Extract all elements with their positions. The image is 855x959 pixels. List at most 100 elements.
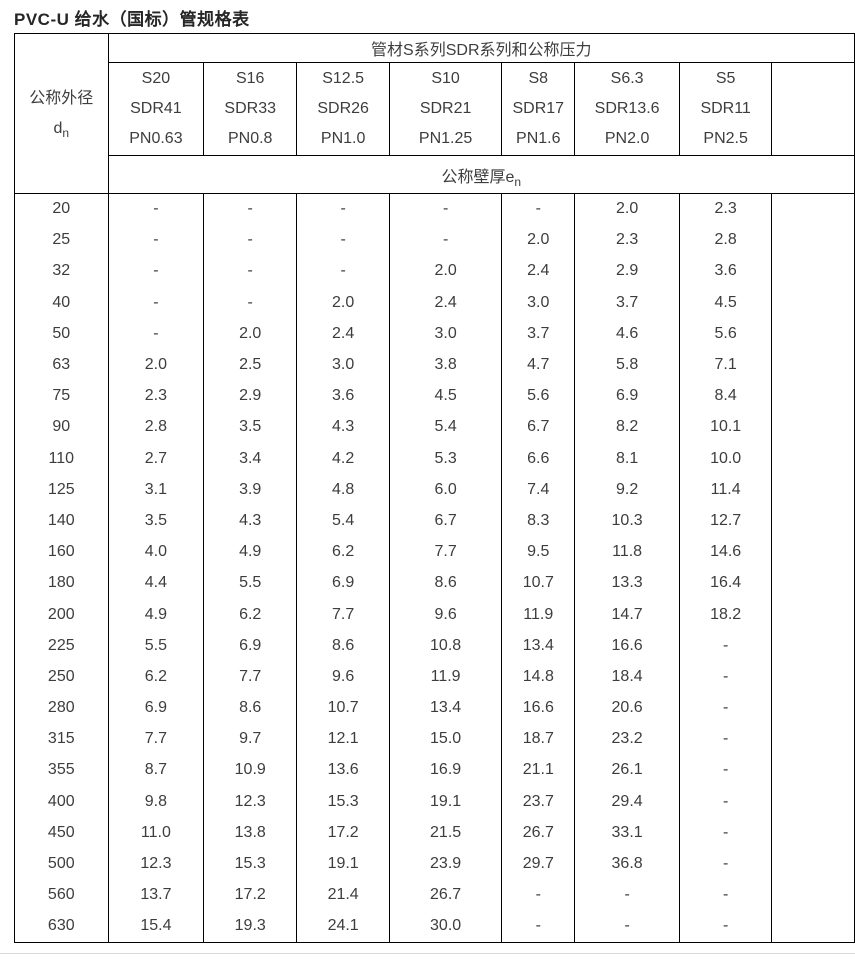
thickness-cell: -: [678, 910, 773, 942]
dn-cell: 25: [14, 224, 109, 256]
thickness-cell: 6.7: [389, 505, 503, 537]
table-row: 40- -2.0 2.4 3.0 3.7 4.5: [14, 287, 855, 319]
thickness-cell: -: [574, 879, 680, 911]
dn-cell: 250: [14, 661, 109, 693]
thickness-cell: 2.4: [296, 318, 391, 350]
thickness-cell: 10.3: [574, 505, 680, 537]
col-header-outer-diameter: 公称外径 dn: [14, 33, 109, 194]
dn-cell: 90: [14, 411, 109, 443]
table-row: 50-2.0 2.4 3.0 3.7 4.6 5.6: [14, 318, 855, 350]
thickness-cell: 10.7: [296, 692, 391, 724]
dn-cell: 280: [14, 692, 109, 724]
table-body: 20- - - - -2.0 2.3 25- - - -2.0 2.3 2.8 32- - -2.0 2.4 2…: [14, 193, 855, 942]
thickness-cell: 13.6: [296, 754, 391, 787]
thickness-cell: -: [678, 692, 773, 724]
thickness-cell: -: [107, 255, 205, 288]
thickness-cell: 19.1: [389, 786, 503, 818]
dn-cell: 20: [14, 193, 109, 225]
thickness-cell: -: [296, 193, 391, 225]
thickness-cell: 3.7: [501, 318, 576, 350]
thickness-cell: 7.7: [296, 598, 391, 631]
thickness-cell: 11.0: [107, 817, 205, 849]
thickness-cell: 18.4: [574, 661, 680, 693]
thickness-cell: 6.0: [389, 474, 503, 506]
thickness-cell: 7.4: [501, 474, 576, 506]
dn-cell: 560: [14, 879, 109, 911]
thickness-cell: 4.5: [389, 380, 503, 412]
thickness-cell: 3.0: [501, 287, 576, 319]
thickness-cell: 7.1: [678, 349, 773, 381]
thickness-cell: 4.5: [678, 287, 773, 319]
thickness-cell: 2.5: [203, 349, 298, 381]
thickness-cell: 3.9: [203, 474, 298, 506]
thickness-cell: 2.9: [574, 255, 680, 288]
header-row-span: 公称外径 dn 管材S系列SDR系列和公称压力: [14, 33, 855, 194]
table-row: 32- - -2.0 2.4 2.9 3.6: [14, 255, 855, 288]
thickness-cell: 23.2: [574, 723, 680, 755]
thickness-cell: 8.2: [574, 411, 680, 443]
table-row: 180 4.4 5.5 6.9 8.6 10.7 13.3 16.4: [14, 567, 855, 599]
thickness-cell: 10.7: [501, 567, 576, 599]
thickness-cell: 4.3: [203, 505, 298, 537]
thickness-cell: 6.9: [203, 630, 298, 662]
thickness-cell: -: [501, 879, 576, 911]
thickness-cell: 6.9: [574, 380, 680, 412]
dn-cell: 50: [14, 318, 109, 350]
col-header-s6-3: S6.3 SDR13.6 PN2.0: [574, 62, 680, 156]
col-header-s12-5: S12.5 SDR26 PN1.0: [296, 62, 391, 156]
thickness-cell: 10.0: [678, 443, 773, 475]
thickness-cell: 3.5: [203, 411, 298, 443]
thickness-cell: 26.7: [389, 879, 503, 911]
thickness-cell: 16.6: [574, 630, 680, 662]
thickness-cell: 19.3: [203, 910, 298, 942]
thickness-cell: 4.9: [203, 536, 298, 568]
col-header-s10: S10 SDR21 PN1.25: [389, 62, 503, 156]
thickness-cell: 11.9: [389, 661, 503, 693]
thickness-cell: 8.7: [107, 754, 205, 787]
thickness-cell: 7.7: [107, 723, 205, 755]
thickness-cell: -: [574, 910, 680, 942]
dn-cell: 160: [14, 536, 109, 568]
thickness-cell: 2.3: [574, 224, 680, 256]
thickness-cell: 9.5: [501, 536, 576, 568]
dn-cell: 400: [14, 786, 109, 818]
thickness-cell: 15.0: [389, 723, 503, 755]
table-row: 75 2.3 2.9 3.6 4.5 5.6 6.9 8.4: [14, 380, 855, 412]
dn-cell: 140: [14, 505, 109, 537]
thickness-cell: -: [678, 630, 773, 662]
dn-cell: 63: [14, 349, 109, 381]
thickness-cell: 16.6: [501, 692, 576, 724]
dn-cell: 125: [14, 474, 109, 506]
thickness-cell: 4.9: [107, 598, 205, 631]
col-header-wall-thickness: 公称壁厚en: [107, 155, 855, 194]
thickness-cell: -: [501, 193, 576, 225]
thickness-cell: 4.0: [107, 536, 205, 568]
thickness-cell: 18.2: [678, 598, 773, 631]
table-row: 500 12.3 15.3 19.1 23.9 29.7 36.8-: [14, 848, 855, 880]
thickness-cell: 5.4: [389, 411, 503, 443]
thickness-cell: 3.6: [678, 255, 773, 288]
table-row: 630 15.4 19.3 24.1 30.0- - -: [14, 910, 855, 942]
thickness-cell: 24.1: [296, 910, 391, 942]
thickness-cell: 8.6: [296, 630, 391, 662]
page-title: PVC-U 给水（国标）管规格表: [14, 10, 250, 29]
dn-cell: 500: [14, 848, 109, 880]
thickness-cell: 3.1: [107, 474, 205, 506]
thickness-cell: 2.7: [107, 443, 205, 475]
table-row: 315 7.7 9.7 12.1 15.0 18.7 23.2-: [14, 723, 855, 755]
thickness-cell: 36.8: [574, 848, 680, 880]
thickness-cell: 2.8: [107, 411, 205, 443]
dn-cell: 200: [14, 598, 109, 631]
thickness-cell: 10.8: [389, 630, 503, 662]
thickness-cell: 3.0: [296, 349, 391, 381]
thickness-cell: 5.4: [296, 505, 391, 537]
table-row: 110 2.7 3.4 4.2 5.3 6.6 8.1 10.0: [14, 443, 855, 475]
thickness-cell: -: [678, 817, 773, 849]
thickness-cell: 7.7: [203, 661, 298, 693]
thickness-cell: 2.3: [107, 380, 205, 412]
thickness-cell: 6.7: [501, 411, 576, 443]
thickness-cell: 29.4: [574, 786, 680, 818]
table-row: 450 11.0 13.8 17.2 21.5 26.7 33.1-: [14, 817, 855, 849]
thickness-cell: 5.6: [678, 318, 773, 350]
thickness-cell: 14.8: [501, 661, 576, 693]
